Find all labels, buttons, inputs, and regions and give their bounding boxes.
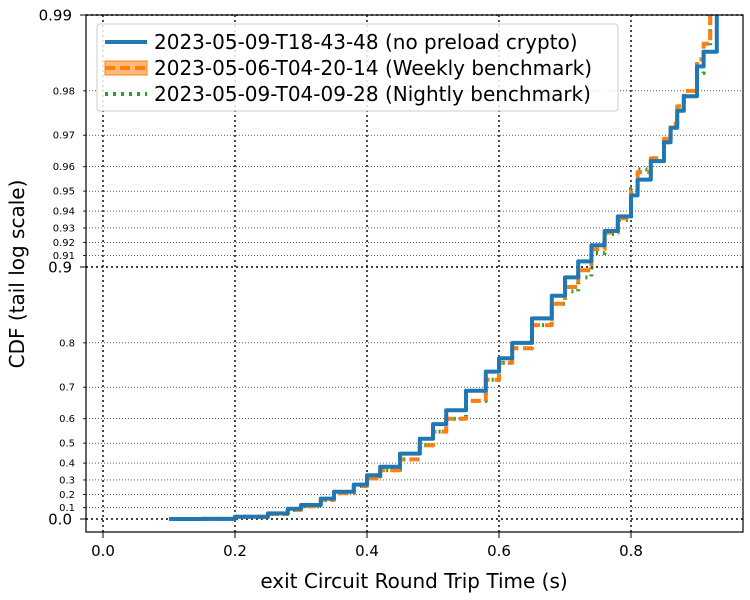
- y-minor-tick-label: 0.95: [53, 187, 75, 198]
- y-axis-ticks: 0.1 0.2 0.3 0.4 0.5 0.6 0.7 0.8 0.91 0.92 0.93 0.94…: [39, 7, 86, 529]
- legend: 2023-05-09-T18-43-48 (no preload crypto)…: [96, 23, 619, 112]
- y-major-tick-label: 0.99: [39, 7, 72, 25]
- legend-box: [96, 23, 619, 112]
- plot-frame: [85, 14, 744, 533]
- y-minor-tick-label: 0.5: [59, 439, 75, 450]
- x-tick-label: 0.8: [619, 542, 643, 560]
- y-minor-tick-label: 0.98: [53, 86, 75, 97]
- y-minor-tick-label: 0.97: [53, 131, 75, 142]
- legend-entry-label: 2023-05-09-T18-43-48 (no preload crypto): [154, 30, 578, 54]
- y-minor-tick-label: 0.91: [53, 251, 75, 262]
- y-minor-tick-label: 0.8: [59, 338, 75, 349]
- y-major-tick-label: 0.0: [48, 511, 72, 529]
- y-minor-tick-label: 0.2: [59, 490, 75, 501]
- x-axis-ticks: 0.0 0.2 0.4 0.6 0.8: [91, 532, 643, 560]
- y-minor-tick-label: 0.93: [53, 223, 75, 234]
- legend-entry-label: 2023-05-06-T04-20-14 (Weekly benchmark): [154, 56, 592, 80]
- y-minor-tick-label: 0.4: [59, 459, 75, 470]
- x-tick-label: 0.0: [91, 542, 115, 560]
- y-minor-tick-label: 0.94: [53, 207, 75, 218]
- y-minor-tick-label: 0.92: [53, 238, 75, 249]
- y-minor-tick-label: 0.1: [59, 503, 75, 514]
- y-minor-tick-label: 0.6: [59, 414, 75, 425]
- series-layer: [169, 15, 719, 521]
- series-line: [169, 15, 719, 521]
- y-axis-label: CDF (tail log scale): [5, 180, 29, 369]
- y-minor-tick-label: 0.7: [59, 383, 75, 394]
- legend-entry-label: 2023-05-09-T04-09-28 (Nightly benchmark): [154, 82, 591, 106]
- y-minor-tick-label: 0.96: [53, 162, 75, 173]
- y-major-tick-label: 0.9: [48, 259, 72, 277]
- x-tick-label: 0.2: [223, 542, 247, 560]
- x-tick-label: 0.4: [355, 542, 379, 560]
- x-tick-label: 0.6: [487, 542, 511, 560]
- y-minor-tick-label: 0.3: [59, 475, 75, 486]
- x-axis-label: exit Circuit Round Trip Time (s): [260, 569, 567, 593]
